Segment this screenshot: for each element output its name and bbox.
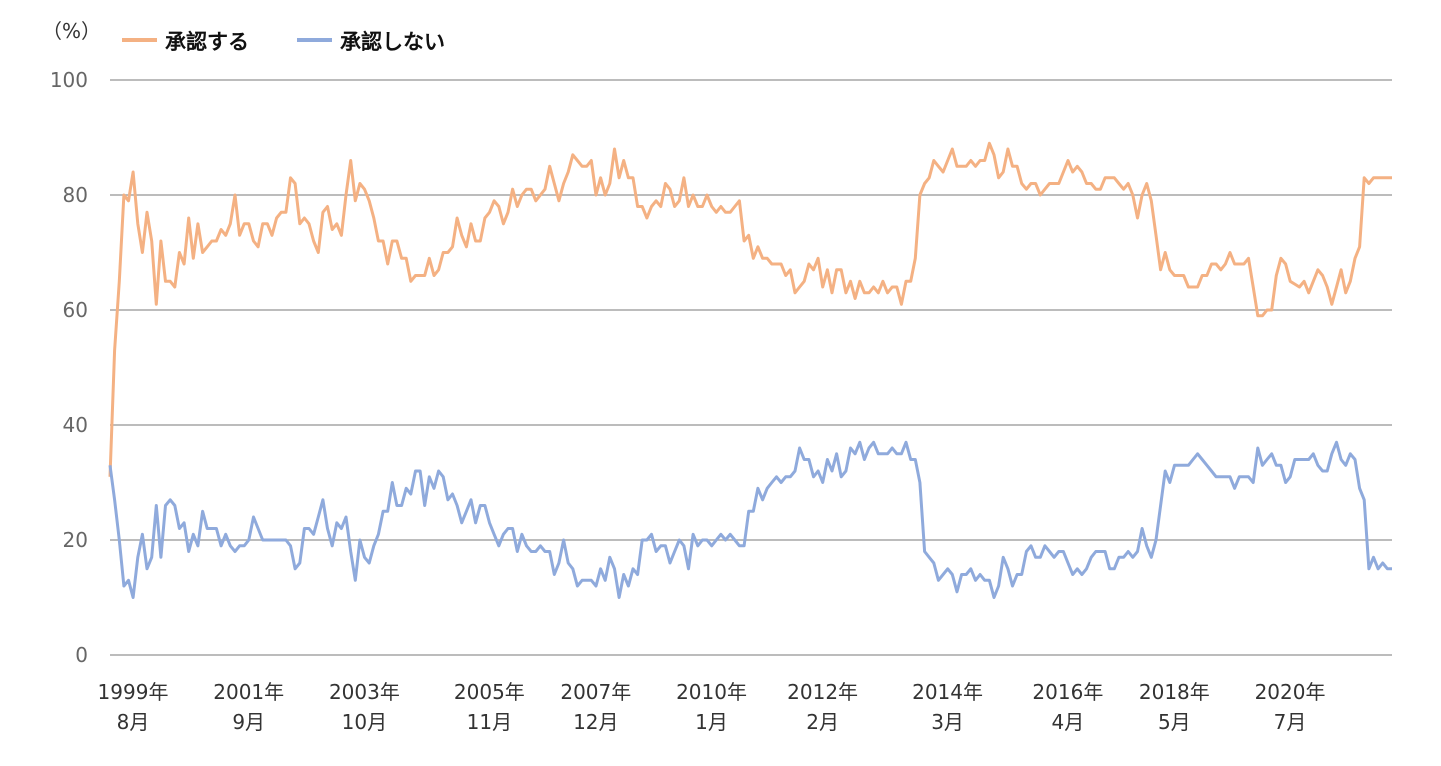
x-tick-year: 2012年 <box>787 680 858 704</box>
x-tick-month: 3月 <box>931 710 964 734</box>
x-tick-year: 2016年 <box>1032 680 1103 704</box>
x-tick-year: 2010年 <box>676 680 747 704</box>
series-line-approve <box>108 141 1392 477</box>
x-tick-month: 11月 <box>467 710 512 734</box>
x-tick-month: 1月 <box>695 710 728 734</box>
x-tick-month: 4月 <box>1052 710 1085 734</box>
y-tick-label: 0 <box>75 643 88 667</box>
y-tick-label: 60 <box>63 298 88 322</box>
x-tick-year: 1999年 <box>98 680 169 704</box>
y-axis-ticks: 0 20 40 60 80 100 <box>50 68 88 667</box>
x-tick-month: 7月 <box>1274 710 1307 734</box>
series-lines <box>108 141 1392 599</box>
y-tick-label: 20 <box>63 528 88 552</box>
y-tick-label: 100 <box>50 68 88 92</box>
x-tick-month: 8月 <box>117 710 150 734</box>
x-tick-month: 9月 <box>232 710 265 734</box>
x-tick-year: 2001年 <box>213 680 284 704</box>
legend-label-approve: 承認する <box>165 30 249 54</box>
x-axis-ticks: 1999年 8月 2001年 9月 2003年 10月 2005年 11月 2007年 12月 20… <box>98 680 1326 734</box>
gridlines <box>110 79 1392 656</box>
y-tick-label: 40 <box>63 413 88 437</box>
x-tick-year: 2007年 <box>560 680 631 704</box>
legend-label-disapprove: 承認しない <box>340 30 445 54</box>
x-tick-month: 2月 <box>806 710 839 734</box>
y-tick-label: 80 <box>63 183 88 207</box>
legend: 承認する 承認しない <box>122 30 445 54</box>
x-tick-year: 2018年 <box>1139 680 1210 704</box>
series-line-disapprove <box>108 440 1392 599</box>
y-axis-unit: （%） <box>42 19 101 43</box>
x-tick-year: 2014年 <box>912 680 983 704</box>
x-tick-year: 2005年 <box>454 680 525 704</box>
x-tick-year: 2020年 <box>1255 680 1326 704</box>
x-tick-month: 10月 <box>342 710 387 734</box>
x-tick-year: 2003年 <box>329 680 400 704</box>
x-tick-month: 12月 <box>573 710 618 734</box>
x-tick-month: 5月 <box>1158 710 1191 734</box>
